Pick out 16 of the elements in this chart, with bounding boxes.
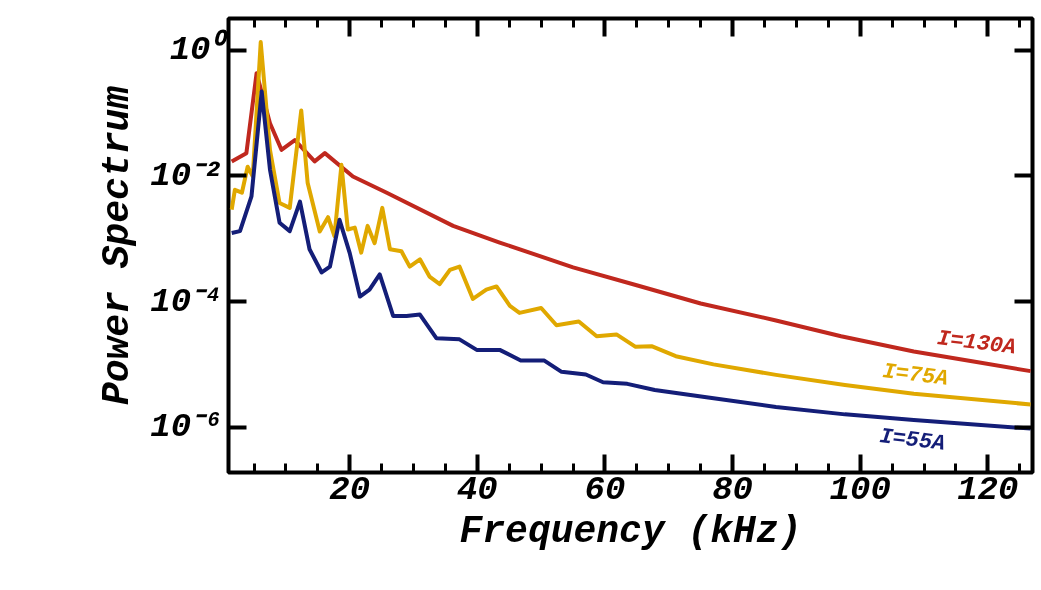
x-axis-title: Frequency (kHz) bbox=[459, 509, 802, 553]
y-tick-label: 10⁻⁶ bbox=[150, 408, 223, 447]
x-tick-label: 20 bbox=[329, 470, 371, 509]
text: I=130A bbox=[935, 326, 1018, 361]
y-axis-title: Power Spectrum bbox=[96, 85, 140, 406]
text: I=75A bbox=[881, 359, 950, 392]
y-tick-label: 10⁻² bbox=[150, 156, 223, 195]
x-tick-label: 100 bbox=[829, 470, 891, 509]
line-series bbox=[229, 40, 1033, 407]
y-tick-label: 10⁻⁴ bbox=[150, 282, 223, 321]
x-tick-label: 40 bbox=[456, 470, 498, 509]
x-tick-label: 60 bbox=[584, 470, 626, 509]
text: I=55A bbox=[878, 424, 947, 457]
x-tick-label: 120 bbox=[957, 470, 1019, 509]
x-tick-label: 80 bbox=[712, 470, 753, 509]
y-tick-label: 10⁰ bbox=[169, 29, 230, 70]
